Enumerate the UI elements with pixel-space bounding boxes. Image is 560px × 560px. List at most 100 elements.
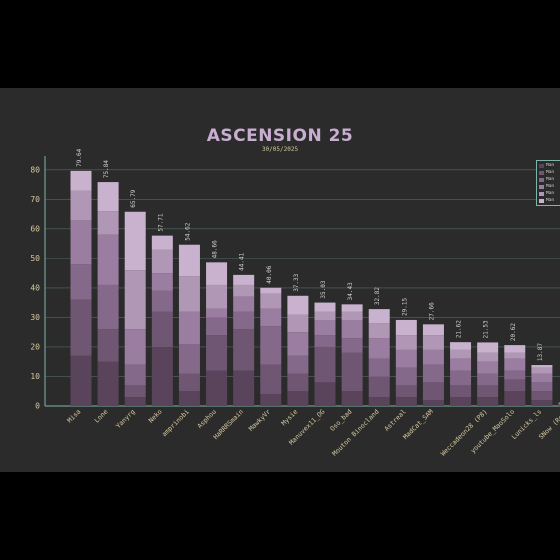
bar-segment xyxy=(422,335,444,350)
x-tick-label: Mysie xyxy=(280,408,300,428)
x-tick-label: Mouton Binocland xyxy=(331,408,381,458)
bar-value-label: 27.66 xyxy=(428,302,435,320)
bar-segment xyxy=(477,373,499,386)
bar-segment xyxy=(151,249,173,274)
bar-segment xyxy=(206,308,228,318)
bar-segment xyxy=(287,314,309,333)
x-tick-label: Lone xyxy=(93,408,110,425)
bar-segment xyxy=(314,311,336,321)
bar-value-label: 48.66 xyxy=(212,240,219,258)
bar-segment xyxy=(504,379,526,392)
bar-segment xyxy=(178,311,200,344)
bar-segment xyxy=(151,311,173,347)
bar-segment xyxy=(70,220,92,265)
bar-segment xyxy=(395,385,417,398)
bar-segment xyxy=(477,342,499,353)
bar-segment xyxy=(233,274,255,285)
bar-segment xyxy=(314,335,336,347)
bar-value-label: 65.79 xyxy=(130,189,137,207)
bar-segment xyxy=(422,324,444,336)
bar-segment xyxy=(178,276,200,312)
bar-segment xyxy=(504,345,526,353)
bar-segment xyxy=(368,376,390,398)
y-tick-label: 30 xyxy=(30,313,40,322)
bar-segment xyxy=(314,346,336,383)
bar-segment xyxy=(395,397,417,406)
x-tick-label: amprinobi xyxy=(160,408,191,439)
legend-item: Man xyxy=(539,190,560,197)
legend-label: Man xyxy=(546,163,555,168)
bar-segment xyxy=(287,355,309,374)
bar-segment xyxy=(450,358,472,371)
bar-segment xyxy=(97,284,119,330)
bar-segment xyxy=(70,170,92,191)
bar-segment xyxy=(97,234,119,285)
bar-segment xyxy=(124,329,146,365)
bar-segment xyxy=(422,349,444,365)
bar-value-label: 40.06 xyxy=(266,265,273,283)
bar-segment xyxy=(206,262,228,285)
bar-segment xyxy=(504,352,526,359)
bar-segment xyxy=(422,400,444,406)
legend-swatch xyxy=(539,198,544,203)
bar-segment xyxy=(124,385,146,398)
bar-segment xyxy=(124,270,146,330)
bar-segment xyxy=(314,302,336,312)
bar-segment xyxy=(287,295,309,315)
bar-segment xyxy=(531,391,553,401)
bar-segment xyxy=(151,235,173,250)
bar-segment xyxy=(341,304,363,312)
x-tick-label: Misa xyxy=(66,408,83,425)
bar-segment xyxy=(395,367,417,386)
legend-item: Man xyxy=(539,162,560,169)
bar-value-label: 37.33 xyxy=(293,273,300,291)
bar-value-label: 54.62 xyxy=(184,222,191,240)
legend-swatch xyxy=(539,184,544,189)
x-tick-label: Oso_bad xyxy=(328,408,353,433)
x-tick-label: Asphou xyxy=(196,408,218,430)
bar-segment xyxy=(287,373,309,392)
bar-segment xyxy=(206,370,228,406)
y-tick-label: 0 xyxy=(35,402,40,411)
bar-segment xyxy=(233,329,255,371)
chart-subtitle: 30/05/2025 xyxy=(261,146,299,153)
chart-frame: ASCENSION 25 30/05/2025 0 10 20 30 40 50 60 70 8… xyxy=(0,88,560,472)
y-tick-label: 10 xyxy=(30,372,40,381)
y-tick-label: 60 xyxy=(30,224,40,233)
bar-segment xyxy=(287,332,309,356)
bar-segment xyxy=(287,391,309,406)
bar-segment xyxy=(70,264,92,300)
bar-segment xyxy=(422,364,444,383)
bar-segment xyxy=(206,335,228,371)
bar-segment xyxy=(124,397,146,406)
bar-segment xyxy=(368,358,390,377)
bar-value-label: 57.71 xyxy=(157,213,164,231)
legend-label: Man xyxy=(546,170,555,175)
bar-value-label: 13.87 xyxy=(537,343,544,361)
legend-item: Man xyxy=(539,183,560,190)
bar-value-label: 44.41 xyxy=(239,252,246,270)
bar-segment xyxy=(151,346,173,406)
bar-segment xyxy=(260,364,282,395)
x-tick-label: Astreal xyxy=(383,408,408,433)
bar-segment xyxy=(233,311,255,330)
bar-segment xyxy=(341,352,363,392)
bar-segment xyxy=(341,338,363,353)
bar-segment xyxy=(477,397,499,406)
bar-segment xyxy=(395,319,417,336)
bar-segment xyxy=(151,273,173,291)
bar-segment xyxy=(395,349,417,368)
bar-segment xyxy=(450,370,472,386)
legend-swatch xyxy=(539,170,544,175)
x-tick-label: Neko xyxy=(147,408,164,425)
bar-segment xyxy=(531,365,553,368)
legend-label: Man xyxy=(546,198,555,203)
bar-segment xyxy=(341,311,363,321)
bar-value-label: 29.15 xyxy=(401,297,408,315)
bar-segment xyxy=(558,405,560,406)
bar-value-label: 35.03 xyxy=(320,280,327,298)
bar-segment xyxy=(504,370,526,380)
bar-segment xyxy=(477,385,499,398)
bar-segment xyxy=(124,364,146,386)
bar-segment xyxy=(124,211,146,271)
